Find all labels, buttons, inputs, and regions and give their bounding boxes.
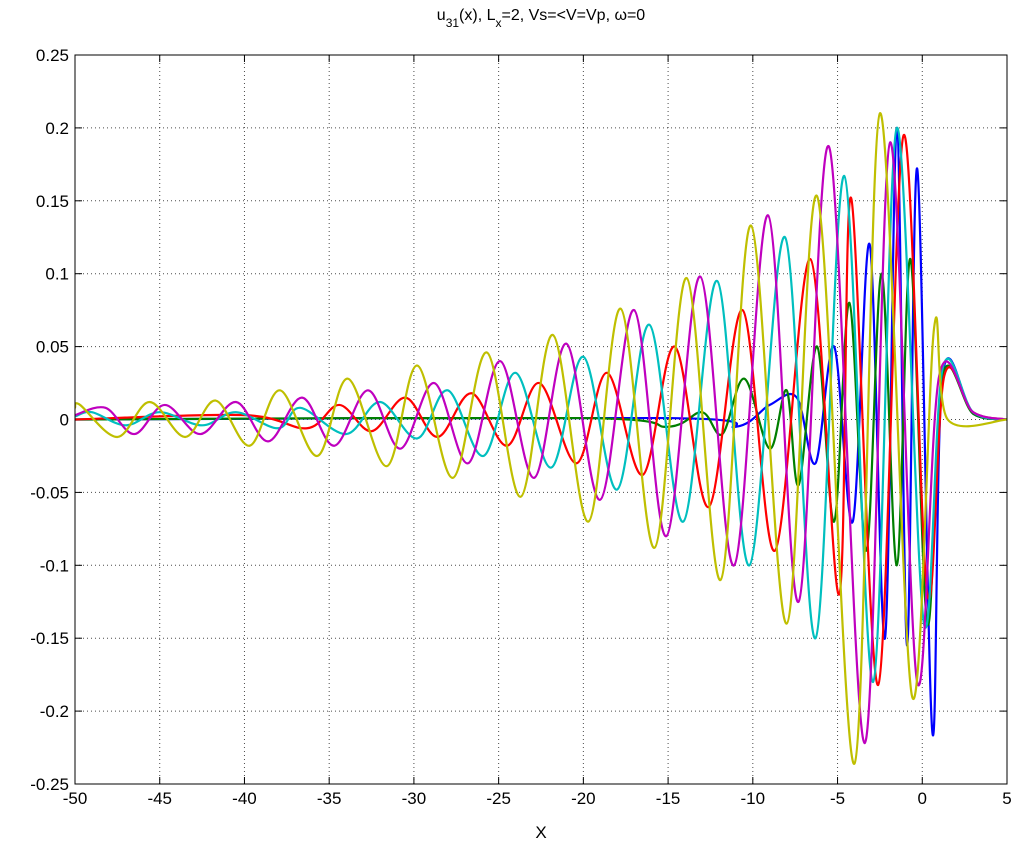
y-tick-label: -0.1: [40, 556, 69, 575]
x-tick-label: 0: [918, 789, 927, 808]
y-tick-label: 0: [60, 411, 69, 430]
title-part: (x), L: [459, 7, 496, 24]
title-part: 31: [446, 16, 460, 30]
y-tick-label: 0.25: [36, 46, 69, 65]
x-axis-label: X: [535, 823, 546, 842]
y-tick-label: -0.2: [40, 702, 69, 721]
x-tick-label: -50: [63, 789, 88, 808]
y-tick-label: 0.1: [45, 265, 69, 284]
x-tick-label: -10: [741, 789, 766, 808]
x-tick-label: -20: [571, 789, 596, 808]
title-part: u: [437, 7, 446, 24]
x-tick-label: -25: [486, 789, 511, 808]
x-tick-label: -45: [147, 789, 172, 808]
x-tick-label: -30: [402, 789, 427, 808]
y-tick-label: -0.15: [30, 629, 69, 648]
title-part: =2, Vs=<V=Vp, ω=0: [502, 7, 646, 24]
data-line: [75, 134, 1007, 686]
y-tick-label: -0.05: [30, 483, 69, 502]
x-tick-label: -15: [656, 789, 681, 808]
x-tick-label: -5: [830, 789, 845, 808]
chart-title: u31(x), Lx=2, Vs=<V=Vp, ω=0: [437, 7, 646, 30]
data-line: [75, 112, 1007, 765]
y-tick-label: 0.05: [36, 338, 69, 357]
x-tick-label: -35: [317, 789, 342, 808]
x-tick-label: 5: [1002, 789, 1011, 808]
x-tick-label: -40: [232, 789, 257, 808]
data-line: [75, 126, 1007, 737]
y-tick-label: 0.15: [36, 192, 69, 211]
y-tick-label: 0.2: [45, 119, 69, 138]
title-part: x: [496, 16, 502, 30]
y-tick-label: -0.25: [30, 775, 69, 794]
plot-frame: [74, 54, 1008, 785]
